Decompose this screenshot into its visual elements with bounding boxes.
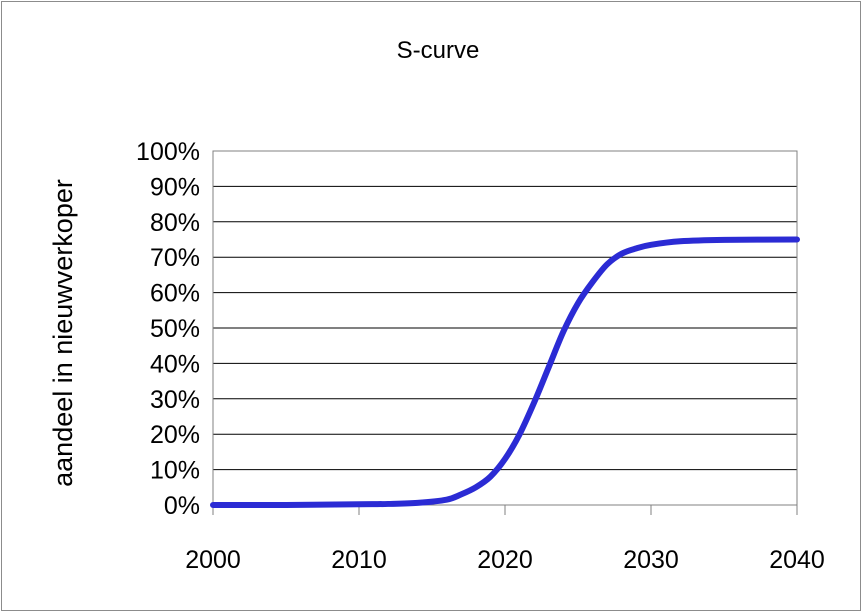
y-axis-label: aandeel in nieuwverkoper xyxy=(48,179,78,487)
y-tick-label: 100% xyxy=(136,138,200,166)
y-tick-label: 60% xyxy=(150,280,200,308)
y-tick-label: 0% xyxy=(164,492,200,520)
series-line xyxy=(210,236,800,509)
x-tick-label: 2030 xyxy=(623,546,679,574)
chart-title: S-curve xyxy=(397,37,480,64)
x-tick-labels: 2000 2010 2020 2030 2040 xyxy=(185,505,825,574)
y-tick-label: 20% xyxy=(150,421,200,449)
y-tick-labels: 0% 10% 20% 30% 40% 50% 60% 70% 80% 90% 100% xyxy=(136,138,200,520)
y-tick-label: 30% xyxy=(150,386,200,414)
y-tick-label: 50% xyxy=(150,315,200,343)
y-tick-label: 10% xyxy=(150,457,200,485)
x-tick-label: 2040 xyxy=(769,546,825,574)
y-tick-label: 80% xyxy=(150,209,200,237)
y-tick-label: 90% xyxy=(150,173,200,201)
y-tick-label: 40% xyxy=(150,350,200,378)
x-tick-label: 2020 xyxy=(477,546,533,574)
y-tick-label: 70% xyxy=(150,244,200,272)
x-tick-label: 2010 xyxy=(331,546,387,574)
x-tick-label: 2000 xyxy=(185,546,241,574)
gridlines xyxy=(213,150,797,506)
